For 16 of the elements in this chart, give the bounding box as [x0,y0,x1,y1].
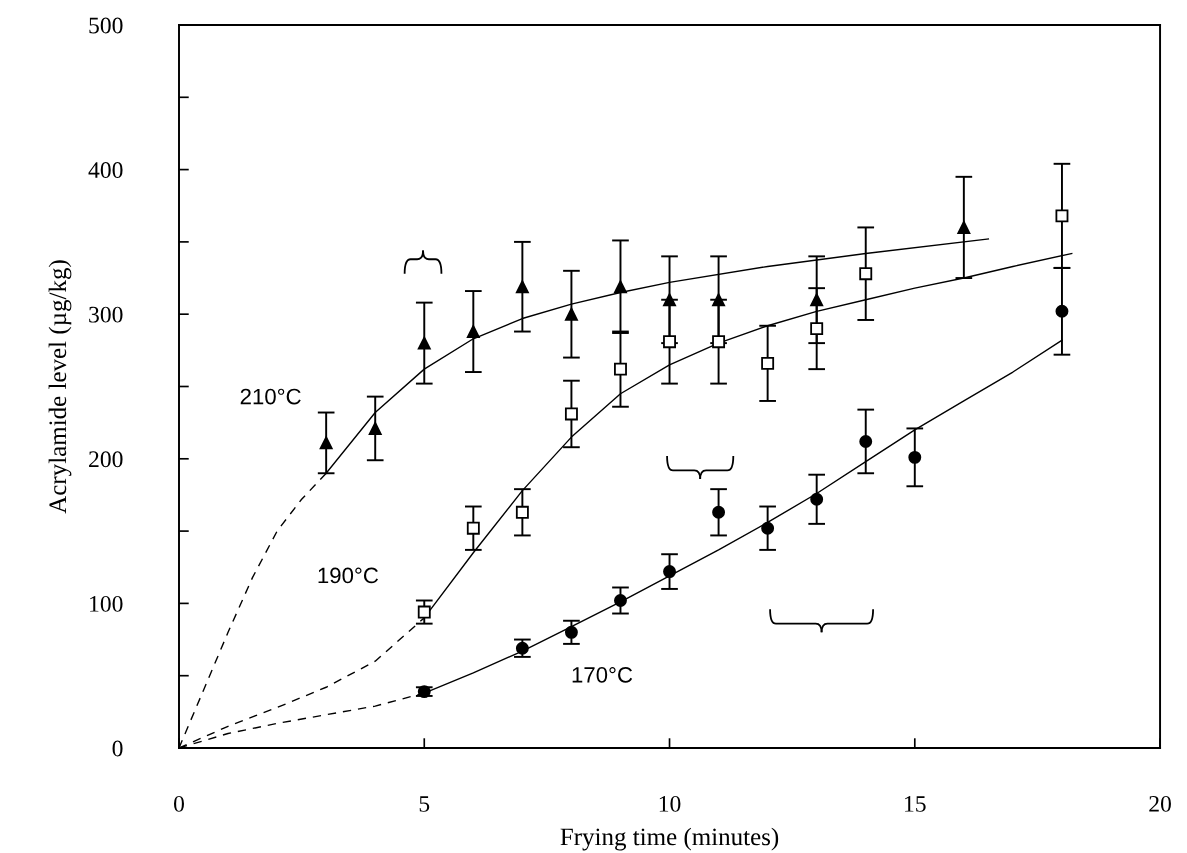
y-tick-label: 400 [88,162,123,179]
x-tick-label: 0 [174,795,184,812]
y-tick-label: 0 [112,740,123,757]
y-axis-title: Acrylamide level (µg/kg) [48,260,72,514]
y-tick-label: 200 [89,451,123,468]
y-tick-label: 300 [89,306,123,323]
series-label: 210°C [240,388,301,405]
x-tick-label: 20 [1149,795,1171,812]
y-tick-label: 100 [90,595,123,612]
x-tick-label: 10 [659,795,681,812]
series-label: 170°C [572,666,633,683]
text: 190°C [318,567,379,584]
x-tick-label: 5 [419,796,430,812]
x-axis-title: Frying time (minutes) [560,827,779,851]
y-tick-label: 500 [89,17,123,34]
x-tick-label: 15 [905,796,926,812]
